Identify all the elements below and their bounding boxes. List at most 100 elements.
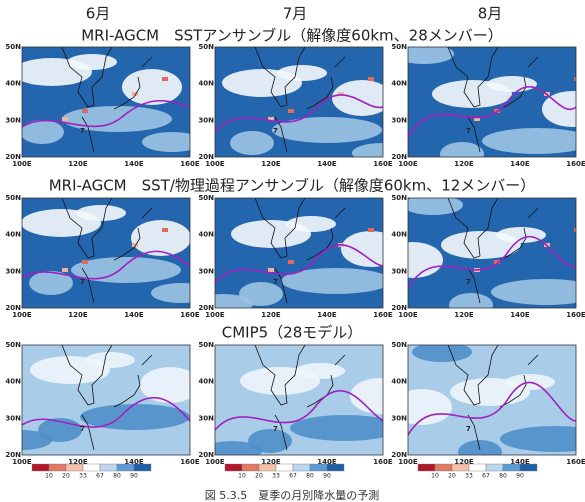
- lat-label: 30N: [198, 116, 214, 124]
- lat-label: 50N: [198, 194, 214, 202]
- colorbar-swatch: [258, 463, 277, 472]
- anomaly-cell: [368, 77, 374, 81]
- contour-label: 7: [466, 278, 471, 286]
- lon-label: 100E: [205, 458, 225, 466]
- colorbar: 10 20 33 67 80 90: [417, 463, 538, 480]
- lon-label: 120E: [68, 458, 88, 466]
- lon-label: 100E: [205, 311, 225, 319]
- lat-label: 30N: [391, 414, 407, 422]
- precip-region: [29, 271, 73, 295]
- contour-line: [408, 235, 576, 289]
- colorbar-label: 20: [255, 473, 263, 480]
- contour-label: 7: [466, 425, 471, 433]
- contour-line: [22, 100, 190, 128]
- anomaly-cell: [268, 268, 274, 272]
- lon-label: 140E: [317, 458, 337, 466]
- colorbar-swatch: [224, 463, 243, 472]
- precip-region: [408, 47, 454, 64]
- precip-region: [131, 220, 190, 256]
- lat-label: 30N: [5, 267, 21, 275]
- colorbar-label: 67: [482, 473, 490, 480]
- precip-region: [71, 257, 181, 283]
- lat-label: 20N: [198, 304, 214, 312]
- anomaly-cell: [132, 92, 138, 96]
- colorbar-swatch: [31, 463, 50, 472]
- contour-line: [408, 85, 576, 138]
- lon-label: 120E: [68, 160, 88, 168]
- lat-label: 40N: [391, 378, 407, 386]
- lat-label: 20N: [5, 451, 21, 459]
- map-area: 7: [215, 345, 383, 455]
- lat-label: 40N: [5, 231, 21, 239]
- precip-region: [151, 283, 190, 303]
- anomaly-cell: [82, 260, 88, 264]
- precip-region: [272, 117, 382, 143]
- precip-region: [408, 389, 452, 425]
- colorbar-swatch: [116, 463, 135, 472]
- anomaly-cell: [132, 243, 138, 247]
- precip-region: [286, 216, 336, 232]
- precip-region: [491, 279, 576, 305]
- colorbar: 10 20 33 67 80 90: [31, 463, 152, 480]
- colorbar-label: 80: [113, 473, 121, 480]
- lon-label: 160E: [373, 458, 393, 466]
- month-label: 6月: [86, 5, 111, 23]
- coastline: [254, 198, 346, 304]
- map-area: 7: [215, 198, 383, 308]
- lon-label: 140E: [124, 458, 144, 466]
- map-area: 7: [408, 47, 576, 157]
- lat-label: 30N: [198, 267, 214, 275]
- lon-label: 100E: [12, 311, 32, 319]
- precip-region: [215, 441, 262, 455]
- lon-label: 160E: [373, 160, 393, 168]
- precip-region: [496, 227, 546, 243]
- anomaly-cell: [474, 117, 480, 121]
- map-frame: [407, 344, 577, 456]
- coastline: [447, 198, 539, 304]
- map-frame: [21, 46, 191, 158]
- precip-region: [440, 142, 484, 157]
- lat-label: 40N: [198, 80, 214, 88]
- lon-label: 120E: [454, 458, 474, 466]
- lon-label: 120E: [454, 311, 474, 319]
- precip-region: [22, 120, 64, 144]
- lon-label: 140E: [510, 311, 530, 319]
- contour-line: [22, 250, 190, 280]
- precip-region: [458, 440, 502, 455]
- lon-label: 160E: [566, 311, 585, 319]
- contour-label: 7: [80, 127, 85, 135]
- anomaly-cell: [288, 109, 294, 113]
- colorbar-swatch: [241, 463, 260, 472]
- lon-label: 160E: [566, 160, 585, 168]
- contour-label: 7: [273, 425, 278, 433]
- precip-region: [412, 345, 472, 362]
- colorbar-swatch: [451, 463, 470, 472]
- coastline: [447, 345, 539, 451]
- lon-label: 140E: [317, 311, 337, 319]
- anomaly-cell: [288, 260, 294, 264]
- lon-label: 140E: [510, 458, 530, 466]
- lon-label: 100E: [398, 311, 418, 319]
- month-label: 7月: [283, 5, 308, 23]
- precip-region: [408, 198, 463, 215]
- coastline: [61, 47, 153, 153]
- month-label: 8月: [478, 5, 503, 23]
- colorbar-swatch: [519, 463, 538, 472]
- contour-line: [22, 396, 190, 428]
- lon-label: 140E: [124, 160, 144, 168]
- lat-label: 40N: [198, 378, 214, 386]
- colorbar-swatch: [326, 463, 345, 472]
- colorbar-label: 10: [238, 473, 246, 480]
- colorbar-swatch: [82, 463, 101, 472]
- lat-label: 20N: [5, 304, 21, 312]
- lon-label: 100E: [398, 160, 418, 168]
- map-frame: [214, 344, 384, 456]
- precip-region: [140, 367, 190, 403]
- row-title: CMIP5（28モデル）: [222, 324, 363, 342]
- lat-label: 20N: [391, 153, 407, 161]
- lon-label: 120E: [261, 160, 281, 168]
- lat-label: 50N: [391, 43, 407, 51]
- colorbar-swatch: [417, 463, 436, 472]
